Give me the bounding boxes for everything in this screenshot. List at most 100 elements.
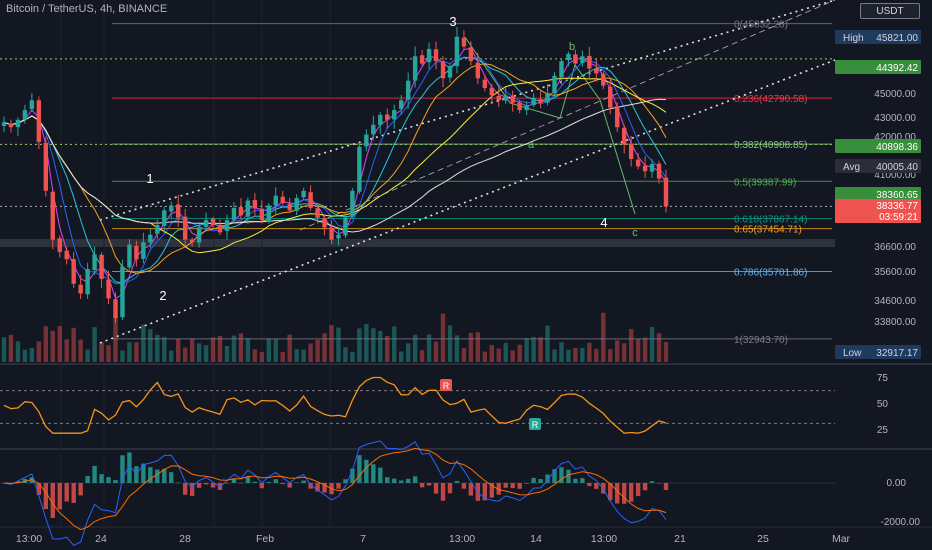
candle — [559, 61, 564, 78]
volume-bar — [106, 345, 111, 362]
price-tick: 41000.00 — [874, 170, 916, 181]
volume-bar — [273, 339, 278, 362]
current-price-tag — [835, 187, 921, 201]
volume-bar — [447, 325, 453, 362]
fib-level-label: 0.5(39387.99) — [734, 177, 796, 188]
rsi-line — [3, 376, 667, 434]
macd-histogram-bar — [468, 483, 474, 496]
volume-bar — [412, 334, 418, 362]
currency-button[interactable]: USDT — [860, 3, 920, 19]
volume-bar — [538, 337, 543, 362]
wave-path[interactable] — [464, 36, 636, 215]
macd-histogram-bar — [127, 452, 132, 483]
candle — [635, 159, 641, 167]
bar-countdown: 03:59:21 — [879, 212, 918, 223]
macd-histogram-bar — [43, 483, 49, 510]
rsi-tick: 50 — [877, 399, 889, 410]
volume-bar — [169, 350, 174, 362]
time-tick: 14 — [530, 533, 542, 545]
volume-bar — [364, 324, 369, 362]
macd-histogram-bar — [538, 479, 543, 483]
candle — [566, 53, 571, 61]
volume-bar — [176, 339, 181, 362]
volume-bar — [392, 326, 397, 362]
macd-histogram-bar — [182, 483, 188, 495]
wave-label-2: 2 — [159, 288, 166, 303]
fib-level-label: 0.236(42790.58) — [734, 94, 807, 105]
candle — [475, 62, 481, 79]
volume-bar — [587, 342, 592, 362]
macd-histogram-bar — [587, 483, 592, 487]
candle — [99, 254, 104, 279]
volume-bar — [482, 351, 488, 362]
avg-price-tag — [835, 159, 921, 173]
candle — [162, 210, 167, 226]
candle — [8, 123, 14, 128]
volume-bar — [127, 342, 132, 362]
volume-bar — [489, 345, 494, 362]
macd-histogram-bar — [517, 483, 522, 489]
candle — [36, 100, 42, 142]
candle — [454, 36, 460, 67]
ma-line — [3, 56, 667, 284]
volume-bar — [322, 333, 327, 362]
volume-bar — [343, 347, 348, 362]
macd-histogram-bar — [71, 483, 76, 503]
macd-histogram-bar — [364, 459, 369, 483]
candle — [259, 208, 265, 221]
candle — [419, 55, 425, 64]
volume-bar — [468, 332, 474, 362]
candle — [405, 80, 411, 100]
macd-histogram-bar — [649, 481, 655, 483]
volume-bar — [217, 336, 223, 362]
macd-histogram-bar — [440, 483, 446, 501]
candle — [217, 224, 223, 233]
macd-histogram-bar — [29, 477, 35, 483]
macd-histogram-bar — [489, 483, 494, 498]
channel-upper-line[interactable] — [99, 0, 836, 221]
volume-bar — [148, 329, 153, 362]
volume-bar — [252, 349, 258, 362]
volume-bar — [378, 330, 383, 362]
volume-bar — [559, 342, 564, 362]
candle — [615, 106, 620, 128]
macd-histogram-bar — [231, 478, 237, 483]
volume-bar — [601, 312, 606, 362]
candle — [594, 68, 599, 74]
candle — [280, 196, 285, 204]
macd-histogram-bar — [203, 483, 209, 485]
volume-bar — [628, 329, 634, 362]
candle — [601, 73, 606, 86]
volume-bar — [329, 325, 334, 362]
volume-bar — [8, 334, 14, 362]
last-price-tag — [835, 199, 921, 223]
candle — [524, 105, 529, 111]
macd-histogram-bar — [642, 483, 648, 491]
price-tick: 42000.00 — [874, 132, 916, 143]
volume-bar — [510, 350, 515, 362]
macd-histogram-bar — [615, 483, 620, 504]
candle — [552, 75, 557, 94]
wave-label-1: 1 — [146, 171, 153, 186]
macd-histogram-bar — [573, 478, 578, 483]
channel-lower-line[interactable] — [99, 59, 836, 344]
macd-histogram-bar — [155, 469, 160, 483]
candle — [329, 227, 334, 240]
macd-histogram-bar — [78, 483, 83, 496]
volume-bar — [503, 342, 508, 362]
high-price-label: High — [843, 33, 864, 44]
volume-bar — [656, 333, 662, 362]
candle — [294, 198, 299, 211]
macd-histogram-bar — [656, 483, 662, 484]
macd-histogram-bar — [461, 483, 467, 489]
volume-bar — [134, 342, 139, 362]
macd-histogram-bar — [92, 465, 97, 483]
candle — [531, 97, 536, 106]
candle — [510, 95, 515, 103]
macd-histogram-bar — [64, 483, 69, 502]
time-tick: 25 — [757, 533, 769, 545]
wave-label-4: 4 — [600, 215, 607, 230]
channel-mid-line[interactable] — [299, 0, 836, 231]
candle — [134, 245, 139, 260]
